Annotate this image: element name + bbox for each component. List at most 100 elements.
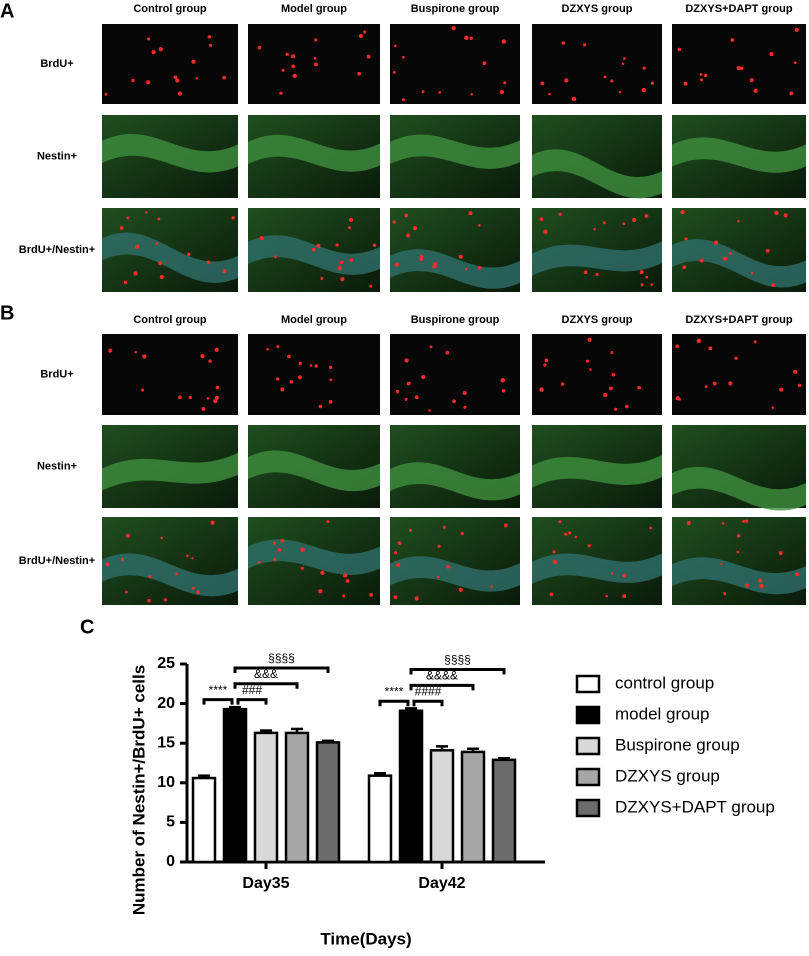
cell-dot xyxy=(586,359,590,363)
cell-dot xyxy=(320,276,324,280)
cell-dot xyxy=(783,213,788,218)
legend-label: DZXYS+DAPT group xyxy=(615,797,775,816)
cell-dot xyxy=(428,409,431,412)
cell-dot xyxy=(560,382,565,386)
tissue-band xyxy=(102,553,238,597)
cell-dot xyxy=(794,27,799,32)
cell-dot xyxy=(412,225,418,231)
cell-dot xyxy=(501,389,506,393)
micrograph xyxy=(102,334,238,415)
cell-dot xyxy=(437,544,441,548)
cell-dot xyxy=(696,338,702,344)
cell-dot xyxy=(460,532,464,536)
micrograph xyxy=(532,24,662,104)
cell-dot xyxy=(744,519,749,523)
cell-dot xyxy=(141,388,145,392)
legend-swatch xyxy=(575,705,601,725)
cell-dot xyxy=(126,216,130,220)
cell-dot xyxy=(637,385,641,390)
cell-dot xyxy=(159,274,165,280)
significance-label: **** xyxy=(385,684,404,698)
cell-dot xyxy=(372,243,377,247)
cell-dot xyxy=(142,354,147,359)
cell-dot xyxy=(131,78,135,83)
cell-dot xyxy=(571,96,577,102)
cell-dot xyxy=(774,210,779,216)
cell-dot xyxy=(280,538,285,543)
significance-bracket xyxy=(409,683,475,691)
cell-dot xyxy=(561,41,565,45)
cell-dot xyxy=(125,590,128,594)
cell-dot xyxy=(309,364,313,367)
cell-dot xyxy=(675,344,680,349)
cell-dot xyxy=(392,220,396,224)
column-header: DZXYS+DAPT group xyxy=(685,314,793,326)
significance-label: ### xyxy=(242,683,262,697)
cell-dot xyxy=(419,254,423,258)
cell-dot xyxy=(266,348,269,351)
cell-dot xyxy=(543,229,548,235)
tissue-band xyxy=(672,239,806,288)
significance-label: &&& xyxy=(254,667,278,681)
cell-dot xyxy=(345,578,350,583)
cell-dot xyxy=(272,557,277,562)
cell-dot xyxy=(778,551,783,556)
cell-dot xyxy=(207,35,212,39)
cell-dot xyxy=(704,385,708,389)
significance-bracket xyxy=(409,668,506,675)
bar xyxy=(222,707,248,864)
cell-dot xyxy=(736,66,741,71)
cell-dot xyxy=(147,37,151,41)
cell-dot xyxy=(470,93,473,96)
micrograph xyxy=(102,24,238,104)
column-header: Buspirone group xyxy=(411,314,500,326)
tissue-band xyxy=(672,466,806,511)
cell-dot xyxy=(191,59,196,64)
cell-dot xyxy=(589,368,592,371)
cell-dot xyxy=(123,280,128,285)
micrograph xyxy=(248,24,380,104)
cell-dot xyxy=(120,557,125,561)
micrograph xyxy=(532,334,662,415)
cell-dot xyxy=(328,400,333,404)
cell-dot xyxy=(318,404,323,409)
cell-dot xyxy=(713,240,719,245)
cell-dot xyxy=(158,261,163,266)
cell-dot xyxy=(329,378,333,382)
cell-dot xyxy=(564,78,569,83)
row-label: BrdU+/Nestin+ xyxy=(19,555,95,567)
cell-dot xyxy=(632,217,637,223)
cell-dot xyxy=(605,594,608,598)
cell-dot xyxy=(437,575,440,579)
cell-dot xyxy=(287,354,291,359)
cell-dot xyxy=(276,377,280,381)
cell-dot xyxy=(277,548,282,552)
cell-dot xyxy=(587,544,591,548)
legend-swatch xyxy=(575,798,601,818)
cell-dot xyxy=(392,70,396,74)
row-label: BrdU+ xyxy=(40,58,73,70)
cell-dot xyxy=(501,39,506,44)
cell-dot xyxy=(402,55,405,59)
cell-dot xyxy=(196,590,201,595)
cell-dot xyxy=(699,73,703,76)
legend-label: control group xyxy=(615,673,714,692)
cell-dot xyxy=(610,572,614,575)
cell-dot xyxy=(614,407,618,411)
cell-dot xyxy=(178,395,182,400)
legend-label: model group xyxy=(615,704,710,723)
cell-dot xyxy=(730,38,735,42)
cell-dot xyxy=(214,395,219,400)
cell-dot xyxy=(458,254,463,259)
cell-dot xyxy=(621,62,625,66)
cell-dot xyxy=(259,235,264,241)
cell-dot xyxy=(677,47,682,52)
cell-dot xyxy=(191,557,194,560)
cell-dot xyxy=(297,375,302,380)
cell-dot xyxy=(645,275,649,279)
micrograph xyxy=(248,334,380,415)
cell-dot xyxy=(641,87,646,93)
cell-dot xyxy=(759,583,764,589)
cell-dot xyxy=(404,358,409,363)
cell-dot xyxy=(728,251,732,255)
